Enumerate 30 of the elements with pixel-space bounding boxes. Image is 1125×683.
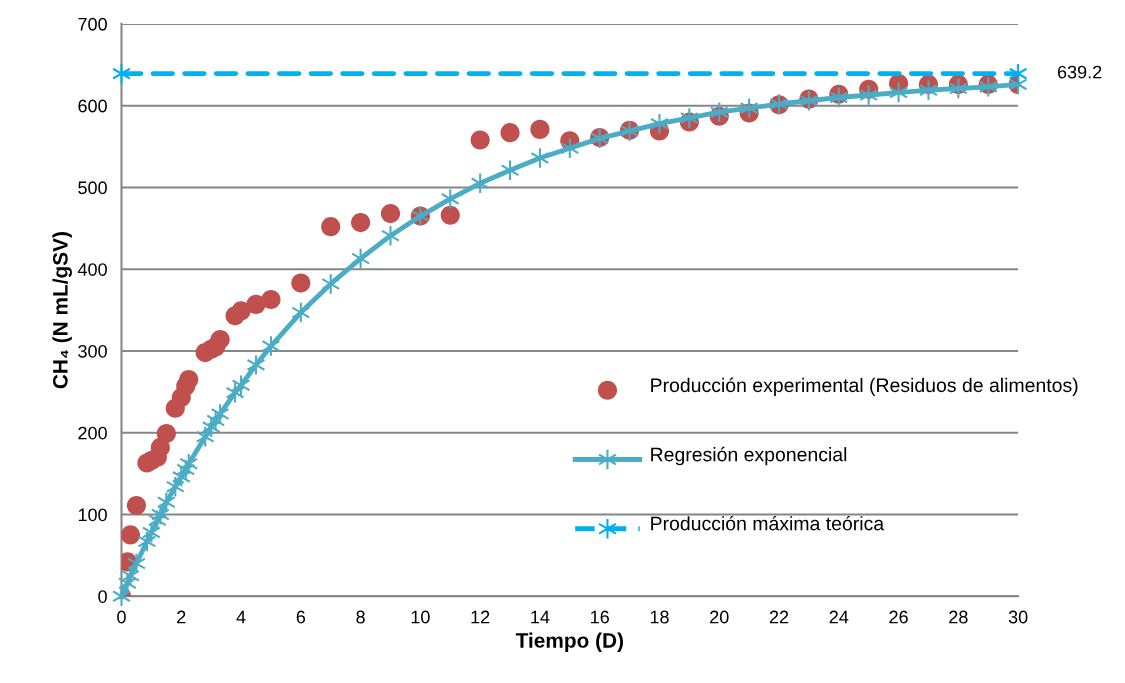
x-tick-label: 22 (769, 610, 789, 624)
x-axis-title: Tiempo (D) (515, 632, 623, 652)
x-tick-label: 30 (1008, 610, 1028, 624)
x-tick-label: 0 (117, 610, 126, 624)
y-tick-label: 700 (78, 17, 107, 31)
x-tick-label: 8 (356, 610, 365, 624)
x-tick-label: 4 (236, 610, 246, 624)
x-tick-label: 16 (591, 610, 609, 624)
x-tick-label: 12 (471, 610, 490, 624)
legend-label: Producción experimental (Residuos de alimentos) (651, 377, 1078, 396)
annotation: 639.2 (1057, 65, 1102, 79)
x-tick-label: 20 (710, 610, 729, 624)
y-tick-label: 300 (78, 344, 107, 358)
y-axis-title: CH₄ (N mL/gSV) (52, 232, 72, 389)
x-tick-label: 28 (949, 610, 968, 624)
x-tick-label: 26 (889, 610, 908, 624)
y-tick-label: 500 (78, 181, 107, 195)
y-tick-label: 600 (78, 99, 107, 113)
legend-label: Regresión exponencial (651, 446, 847, 466)
y-tick-label: 400 (77, 263, 107, 276)
x-tick-label: 18 (650, 610, 669, 624)
y-tick-label: 0 (98, 590, 107, 603)
y-tick-label: 100 (78, 508, 107, 522)
y-tick-label: 200 (78, 426, 107, 440)
x-tick-label: 14 (531, 610, 550, 624)
x-tick-label: 10 (411, 610, 430, 624)
legend-label: Producción máxima teórica (651, 515, 885, 531)
x-tick-label: 6 (296, 610, 306, 624)
x-tick-label: 24 (829, 610, 849, 624)
x-tick-label: 2 (177, 610, 186, 624)
